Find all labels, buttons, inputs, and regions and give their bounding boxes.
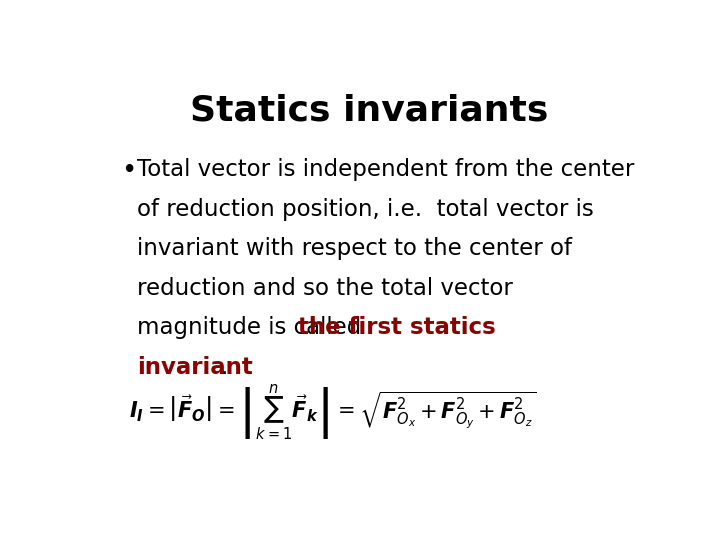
Text: .: . xyxy=(220,356,228,379)
Text: reduction and so the total vector: reduction and so the total vector xyxy=(138,277,513,300)
Text: invariant with respect to the center of: invariant with respect to the center of xyxy=(138,238,572,260)
Text: Total vector is independent from the center: Total vector is independent from the cen… xyxy=(138,158,635,181)
Text: $\mathit{\boldsymbol{I}}_{\mathit{\boldsymbol{I}}} = \left|\vec{\boldsymbol{F}}_: $\mathit{\boldsymbol{I}}_{\mathit{\bolds… xyxy=(129,383,536,442)
Text: invariant: invariant xyxy=(138,356,253,379)
Text: magnitude is called: magnitude is called xyxy=(138,316,369,339)
Text: of reduction position, i.e.  total vector is: of reduction position, i.e. total vector… xyxy=(138,198,594,221)
Text: •: • xyxy=(121,158,136,184)
Text: the first statics: the first statics xyxy=(298,316,496,339)
Text: Statics invariants: Statics invariants xyxy=(190,94,548,128)
